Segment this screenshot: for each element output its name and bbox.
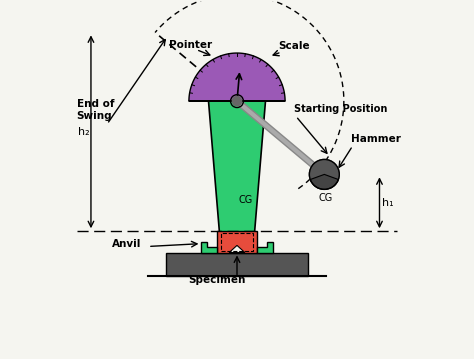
Text: Specimen: Specimen [189,275,246,285]
Text: Starting Position: Starting Position [294,104,387,114]
Text: Hammer: Hammer [351,134,401,144]
Text: Scale: Scale [278,42,310,51]
Polygon shape [256,242,273,252]
Polygon shape [189,53,285,101]
Text: h₂: h₂ [79,127,90,137]
Wedge shape [310,174,338,189]
Polygon shape [229,246,245,252]
Polygon shape [201,242,218,252]
Text: Anvil: Anvil [112,239,142,249]
Polygon shape [166,252,308,276]
Text: End of
Swing: End of Swing [77,99,114,121]
Circle shape [232,97,242,106]
Text: h₁: h₁ [383,198,394,208]
Text: CG: CG [319,193,333,203]
Text: Pointer: Pointer [169,40,212,50]
Circle shape [310,159,339,189]
Polygon shape [209,101,265,251]
Text: CG: CG [239,195,253,205]
Polygon shape [218,231,256,252]
